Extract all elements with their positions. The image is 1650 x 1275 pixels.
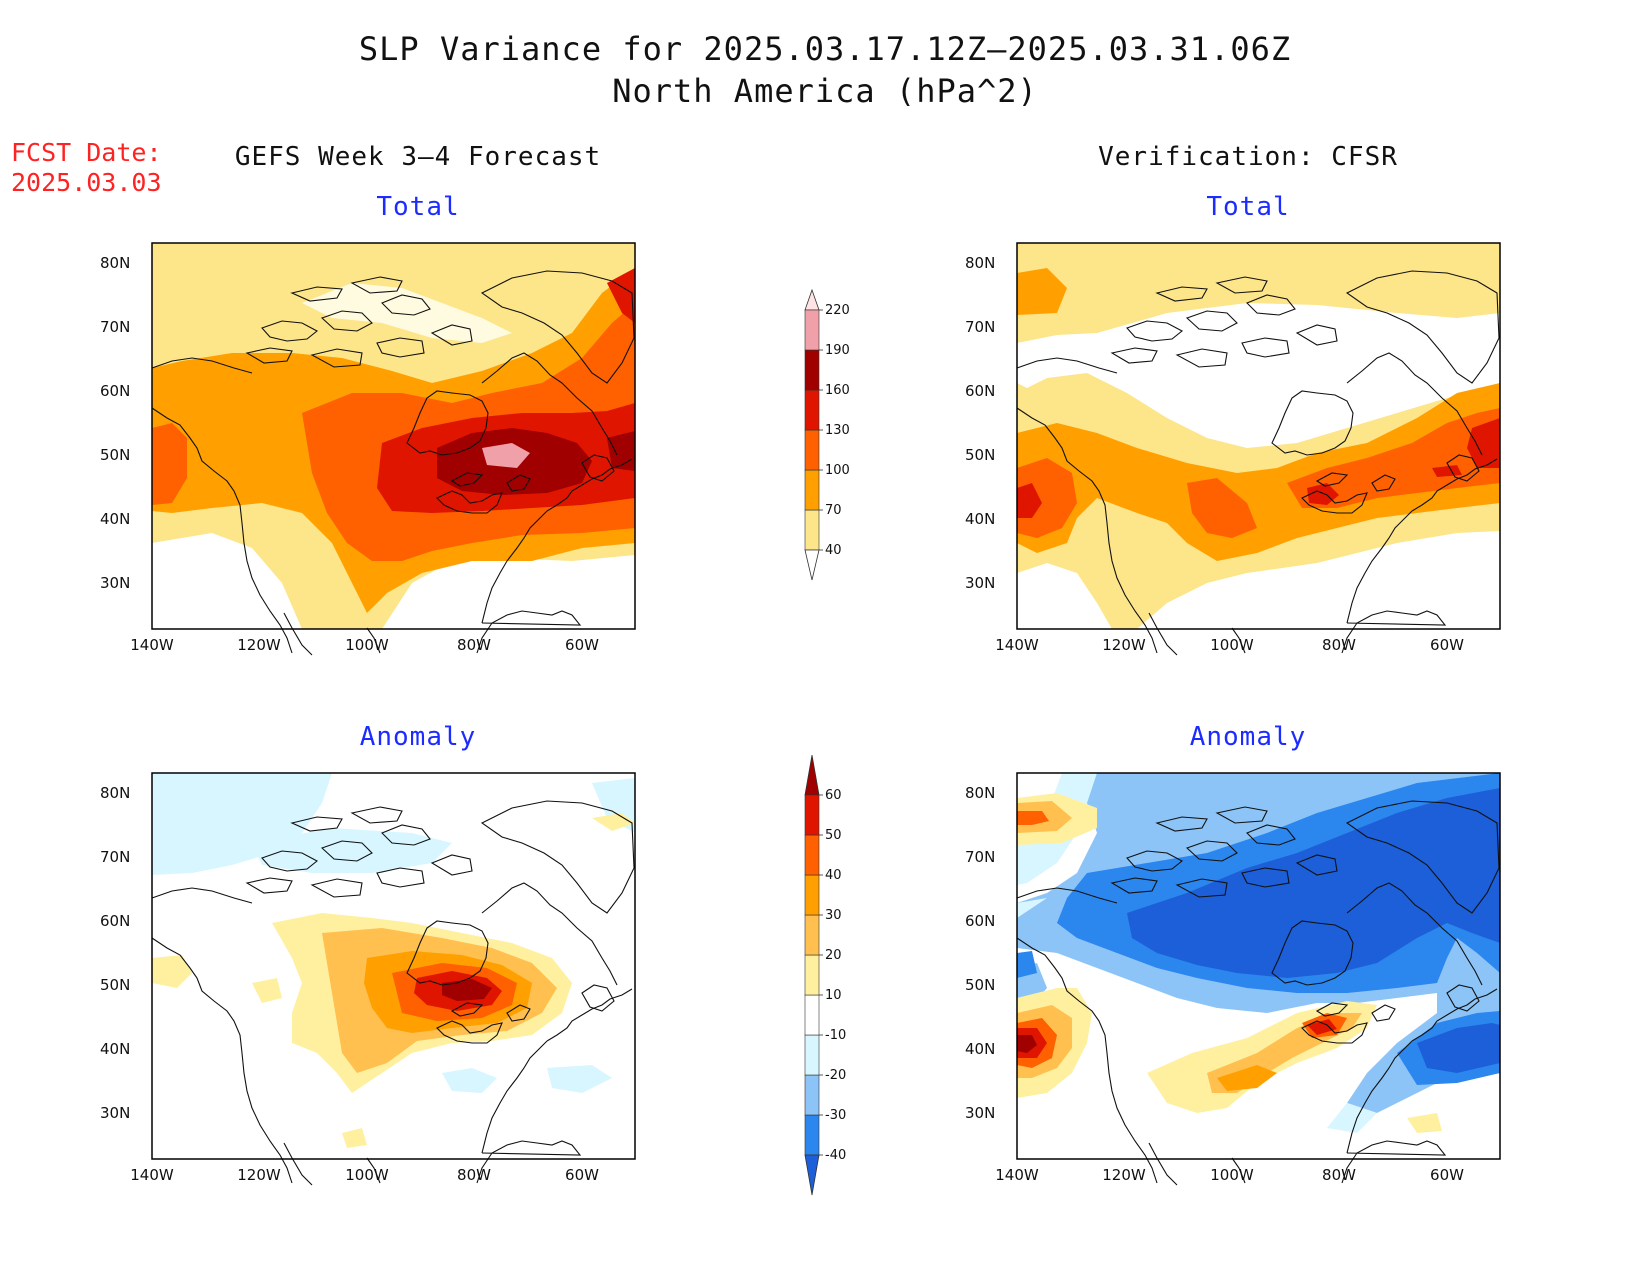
lat-label-60n: 60N [965, 912, 995, 930]
column-title-verification: Verification: CFSR [1098, 142, 1398, 172]
lat-label-60n: 60N [100, 912, 130, 930]
lat-label-70n: 70N [100, 848, 130, 866]
lat-label-70n: 70N [100, 318, 130, 336]
colorbar-anomaly-swatch [804, 1074, 820, 1116]
colorbar-total-swatch [804, 349, 820, 391]
lon-label-60w: 60W [1430, 636, 1464, 654]
colorbar-total-swatch [804, 389, 820, 431]
lon-label-120w: 120W [1102, 1166, 1146, 1184]
colorbar-total-swatch [804, 309, 820, 351]
colorbar-total-swatch [804, 509, 820, 551]
lat-label-80n: 80N [965, 254, 995, 272]
map-verification-anomaly: 80N 70N 60N 50N 40N 30N 140W 120W 100W 8… [965, 772, 1501, 1186]
panel-title-verification-total: Total [1206, 192, 1290, 222]
lon-label-60w: 60W [565, 1166, 599, 1184]
lon-label-80w: 80W [457, 1166, 491, 1184]
lat-label-50n: 50N [965, 446, 995, 464]
colorbar-anomaly-extend-top [804, 755, 820, 796]
lon-label-120w: 120W [237, 1166, 281, 1184]
lat-label-80n: 80N [100, 784, 130, 802]
colorbar-anomaly-extend-bottom [804, 1154, 820, 1196]
colorbar-total-extend-top [804, 288, 820, 311]
colorbar-anomaly-swatch [804, 1034, 820, 1076]
lat-label-50n: 50N [965, 976, 995, 994]
main-subtitle: North America (hPa^2) [612, 72, 1038, 110]
lon-label-100w: 100W [1210, 636, 1254, 654]
lat-label-50n: 50N [100, 976, 130, 994]
colorbar-anomaly-label: 30 [825, 908, 842, 923]
lat-label-40n: 40N [100, 510, 130, 528]
colorbar-total-extend-bottom [804, 549, 820, 581]
lat-label-80n: 80N [100, 254, 130, 272]
colorbar-total-label: 100 [825, 463, 850, 478]
main-title: SLP Variance for 2025.03.17.12Z–2025.03.… [358, 30, 1292, 68]
colorbar-anomaly-swatch [804, 994, 820, 1036]
fcst-date-value: 2025.03.03 [11, 168, 162, 197]
lon-label-140w: 140W [130, 636, 174, 654]
lon-label-80w: 80W [1322, 1166, 1356, 1184]
lon-label-120w: 120W [1102, 636, 1146, 654]
colorbar-anomaly-label: -40 [825, 1148, 846, 1163]
lon-label-80w: 80W [457, 636, 491, 654]
fcst-date: FCST Date: 2025.03.03 [11, 138, 162, 198]
map-forecast-anomaly: 80N 70N 60N 50N 40N 30N 140W 120W 100W 8… [100, 772, 636, 1186]
colorbar-anomaly-label: -20 [825, 1068, 846, 1083]
lat-label-40n: 40N [100, 1040, 130, 1058]
lon-label-100w: 100W [345, 1166, 389, 1184]
lat-label-70n: 70N [965, 318, 995, 336]
colorbar-total-swatch [804, 429, 820, 471]
colorbar-anomaly: -40 -30 -20 -10 10 20 30 40 50 60 [804, 755, 846, 1196]
colorbar-total-label: 130 [825, 423, 850, 438]
lon-label-60w: 60W [1430, 1166, 1464, 1184]
colorbar-anomaly-label: 10 [825, 988, 842, 1003]
lat-label-40n: 40N [965, 1040, 995, 1058]
lon-label-100w: 100W [345, 636, 389, 654]
colorbar-anomaly-label: 60 [825, 788, 842, 803]
colorbar-anomaly-label: 20 [825, 948, 842, 963]
lat-label-80n: 80N [965, 784, 995, 802]
lon-label-120w: 120W [237, 636, 281, 654]
map-forecast-total: 80N 70N 60N 50N 40N 30N 140W 120W 100W 8… [100, 242, 636, 656]
panel-title-forecast-anomaly: Anomaly [359, 722, 477, 752]
lon-label-140w: 140W [995, 1166, 1039, 1184]
colorbar-anomaly-label: -30 [825, 1108, 846, 1123]
lat-label-50n: 50N [100, 446, 130, 464]
colorbar-anomaly-swatch [804, 1114, 820, 1156]
lat-label-30n: 30N [965, 1104, 995, 1122]
lat-label-30n: 30N [100, 1104, 130, 1122]
lat-label-30n: 30N [965, 574, 995, 592]
panel-title-forecast-total: Total [376, 192, 460, 222]
lat-label-40n: 40N [965, 510, 995, 528]
colorbar-anomaly-swatch [804, 794, 820, 836]
colorbar-total-label: 70 [825, 503, 842, 518]
map-verification-total: 80N 70N 60N 50N 40N 30N 140W 120W 100W 8… [965, 242, 1501, 656]
colorbar-anomaly-label: 50 [825, 828, 842, 843]
column-title-forecast: GEFS Week 3–4 Forecast [234, 142, 602, 172]
lon-label-100w: 100W [1210, 1166, 1254, 1184]
colorbar-total-swatch [804, 469, 820, 511]
lon-label-60w: 60W [565, 636, 599, 654]
colorbar-anomaly-label: 40 [825, 868, 842, 883]
colorbar-total-label: 220 [825, 303, 850, 318]
lat-label-60n: 60N [100, 382, 130, 400]
lat-label-30n: 30N [100, 574, 130, 592]
colorbar-anomaly-label: -10 [825, 1028, 846, 1043]
colorbar-total-label: 190 [825, 343, 850, 358]
colorbar-total: 40 70 100 130 160 190 220 [804, 288, 850, 581]
lon-label-140w: 140W [995, 636, 1039, 654]
lat-label-60n: 60N [965, 382, 995, 400]
lat-label-70n: 70N [965, 848, 995, 866]
lon-label-140w: 140W [130, 1166, 174, 1184]
fcst-date-label: FCST Date: [11, 138, 162, 167]
colorbar-anomaly-swatch [804, 874, 820, 916]
panel-title-verification-anomaly: Anomaly [1189, 722, 1307, 752]
colorbar-anomaly-swatch [804, 954, 820, 996]
colorbar-anomaly-swatch [804, 914, 820, 956]
lon-label-80w: 80W [1322, 636, 1356, 654]
colorbar-total-label: 160 [825, 383, 850, 398]
colorbar-total-label: 40 [825, 543, 842, 558]
colorbar-anomaly-swatch [804, 834, 820, 876]
